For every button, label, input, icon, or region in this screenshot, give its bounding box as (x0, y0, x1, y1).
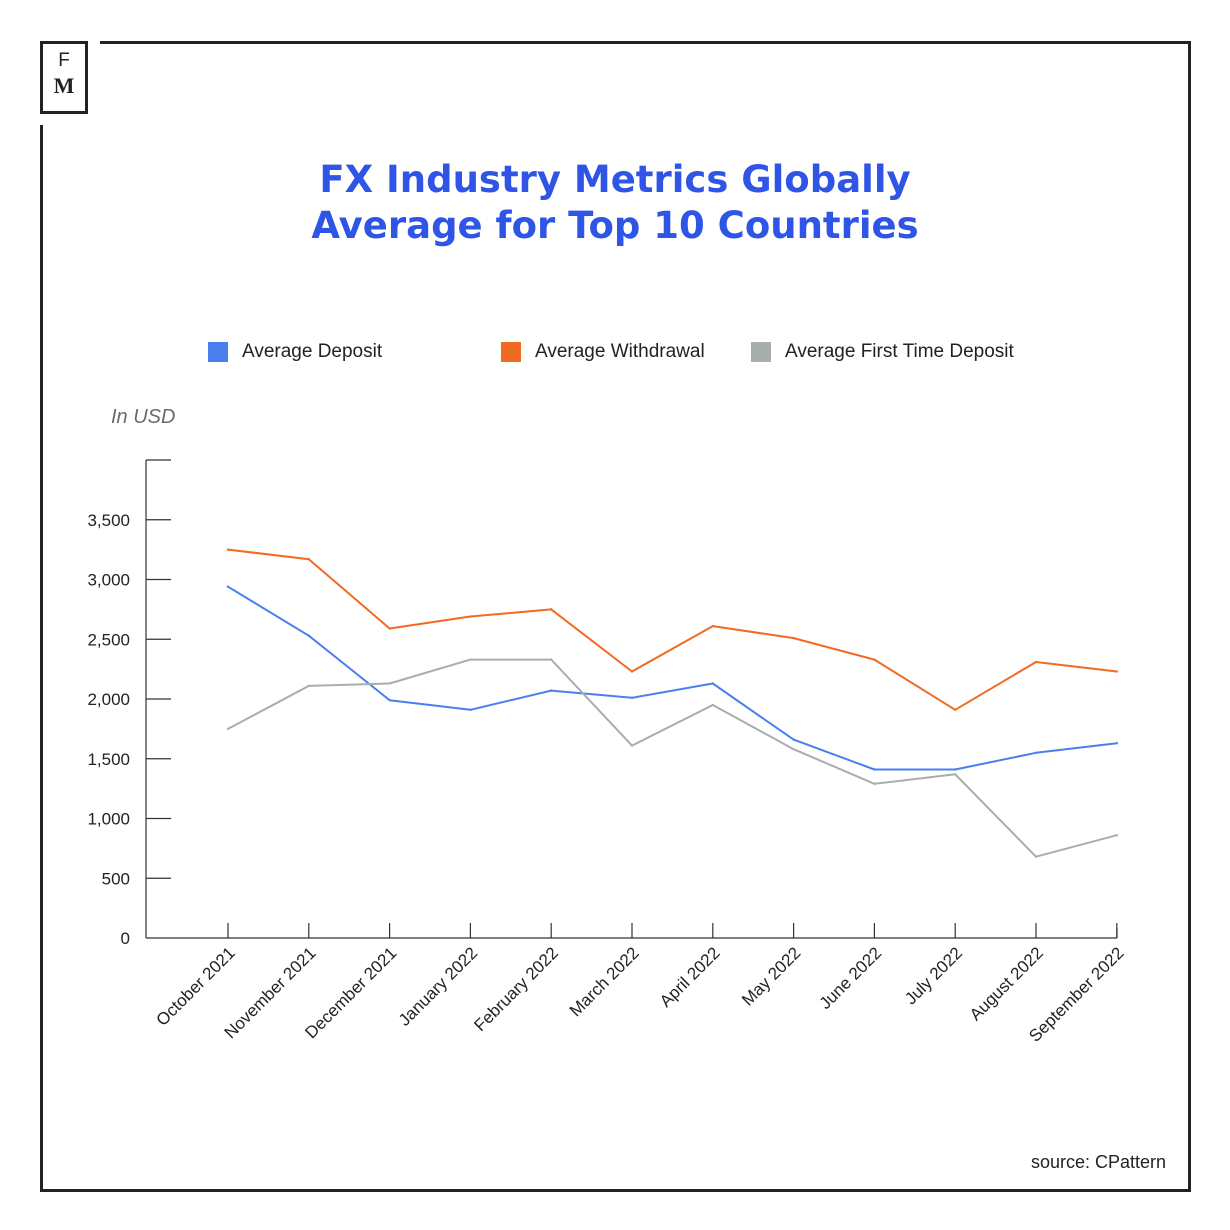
data-point-deposit (469, 708, 472, 711)
y-tick-label: 2,000 (87, 690, 130, 709)
data-point-first-time-deposit (469, 658, 472, 661)
data-point-first-time-deposit (954, 773, 957, 776)
y-tick-label: 3,500 (87, 511, 130, 530)
data-point-withdrawal (1115, 670, 1119, 673)
data-point-deposit (550, 689, 553, 692)
data-point-deposit (792, 738, 795, 741)
y-axis-unit-label: In USD (111, 406, 176, 428)
data-point-withdrawal (792, 636, 795, 640)
legend-item-first-time-deposit: Average First Time Deposit (751, 339, 1014, 365)
x-tick-label: May 2022 (738, 943, 804, 1009)
chart-subtitle: Average for Top 10 Countries (311, 204, 919, 247)
legend-swatch-withdrawal (501, 342, 521, 362)
y-tick-label: 0 (121, 929, 130, 948)
data-point-withdrawal (1034, 660, 1038, 664)
frame-top-border (100, 41, 1191, 44)
legend-swatch-first-time-deposit (751, 342, 771, 362)
x-tick-label: July 2022 (901, 943, 966, 1008)
data-point-first-time-deposit (388, 682, 391, 685)
x-tick-label: January 2022 (395, 943, 481, 1029)
source-credit: source: CPattern (1030, 1152, 1166, 1172)
data-point-deposit (388, 698, 391, 702)
data-point-deposit (711, 682, 714, 685)
x-tick-label: August 2022 (966, 943, 1047, 1024)
data-point-deposit (307, 634, 310, 637)
data-point-first-time-deposit (873, 782, 876, 786)
x-tick-label: June 2022 (816, 943, 886, 1013)
data-point-deposit (1115, 742, 1119, 745)
data-point-first-time-deposit (550, 658, 553, 661)
data-point-withdrawal (469, 615, 472, 618)
data-point-first-time-deposit (630, 744, 634, 747)
y-tick-label: 2,500 (87, 630, 130, 649)
series-line-withdrawal (227, 548, 1117, 711)
data-point-withdrawal (873, 658, 876, 661)
x-tick-label: February 2022 (470, 943, 562, 1035)
logo-letter-m: M (53, 73, 75, 98)
data-point-deposit (954, 768, 957, 771)
data-point-first-time-deposit (1034, 855, 1038, 858)
data-point-deposit (226, 585, 230, 588)
data-point-withdrawal (307, 557, 310, 561)
data-point-first-time-deposit (1115, 834, 1119, 837)
x-tick-label: March 2022 (566, 943, 643, 1020)
legend-item-deposit: Average Deposit (208, 339, 382, 365)
series-line-deposit (227, 585, 1117, 771)
frame-right-border (1188, 41, 1191, 1192)
frame-bottom-border (40, 1189, 1191, 1192)
fm-logo: F M (40, 41, 88, 114)
data-point-first-time-deposit (792, 747, 795, 751)
y-tick-label: 1,000 (87, 810, 130, 829)
legend-item-withdrawal: Average Withdrawal (501, 339, 705, 365)
data-point-first-time-deposit (307, 684, 310, 688)
series-line-first-time-deposit (227, 658, 1118, 858)
data-point-deposit (873, 768, 876, 771)
legend-label-first-time-deposit: Average First Time Deposit (785, 341, 1014, 362)
chart-title: FX Industry Metrics Globally (319, 158, 911, 201)
y-tick-label: 500 (102, 869, 130, 888)
legend-label-withdrawal: Average Withdrawal (535, 341, 705, 362)
data-point-withdrawal (954, 708, 957, 711)
frame-left-border (40, 125, 43, 1192)
data-point-deposit (1034, 751, 1038, 754)
y-tick-label: 3,000 (87, 571, 130, 590)
data-point-first-time-deposit (226, 727, 230, 731)
data-point-withdrawal (388, 627, 391, 630)
legend-swatch-deposit (208, 342, 228, 362)
logo-letter-f: F (58, 50, 70, 71)
data-point-withdrawal (550, 608, 553, 611)
data-point-withdrawal (711, 624, 714, 628)
data-point-deposit (630, 696, 634, 700)
x-tick-label: April 2022 (656, 943, 724, 1011)
y-tick-label: 1,500 (87, 750, 130, 769)
x-tick-label: October 2021 (153, 943, 239, 1029)
legend-label-deposit: Average Deposit (242, 341, 383, 362)
data-point-withdrawal (630, 670, 634, 673)
data-point-withdrawal (226, 548, 230, 551)
data-point-first-time-deposit (711, 703, 714, 707)
